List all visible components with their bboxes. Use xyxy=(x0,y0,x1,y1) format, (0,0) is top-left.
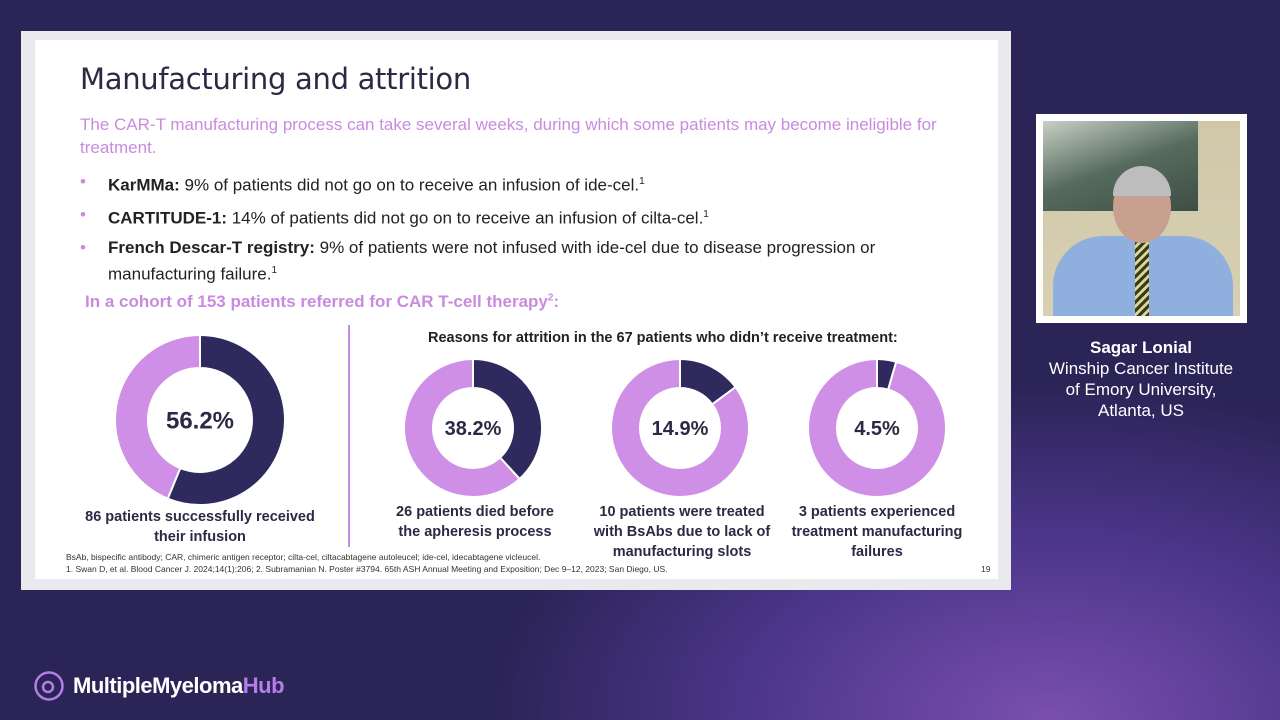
bullet-text: 9% of patients did not go on to receive … xyxy=(179,175,640,195)
donut-center-label: 14.9% xyxy=(652,418,709,440)
bullet-sup: 1 xyxy=(271,265,278,276)
brand-logo: MultipleMyelomaHub xyxy=(33,670,285,702)
logo-circle-icon xyxy=(34,671,64,701)
bullet-item: • CARTITUDE-1: 14% of patients did not go… xyxy=(80,205,709,228)
bullet-bold: CARTITUDE-1: xyxy=(108,208,227,228)
donut-center-label: 56.2% xyxy=(166,408,234,435)
donut-center-label: 4.5% xyxy=(854,418,900,440)
footnote-abbreviations: BsAb, bispecific antibody; CAR, chimeric… xyxy=(66,552,541,562)
donut-center-label: 38.2% xyxy=(445,418,502,440)
donut-caption: 26 patients died before the apheresis pr… xyxy=(396,504,554,540)
donut-segment-highlight xyxy=(472,357,543,481)
slide: Manufacturing and attrition The CAR-T ma… xyxy=(21,31,1011,590)
bullet-sup: 1 xyxy=(703,209,709,220)
page-number: 19 xyxy=(981,564,991,574)
cohort-heading: In a cohort of 153 patients referred for… xyxy=(85,292,560,311)
bullet-text: 9% of patients were not infused with ide… xyxy=(108,238,876,284)
speaker-affiliation: Winship Cancer Institute xyxy=(1048,359,1234,378)
donut-segment-highlight xyxy=(166,333,286,506)
slide-title: Manufacturing and attrition xyxy=(80,62,471,96)
reasons-heading: Reasons for attrition in the 67 patients… xyxy=(428,330,898,346)
divider xyxy=(348,325,350,547)
speaker-video xyxy=(1036,114,1247,323)
speaker-name: Sagar Lonial xyxy=(1089,338,1193,357)
speaker-affiliation: of Emory University, xyxy=(1065,380,1217,399)
slide-subtitle: The CAR-T manufacturing process can take… xyxy=(80,115,937,157)
bullet-text: 14% of patients did not go on to receive… xyxy=(227,208,704,228)
donut-segment-remainder xyxy=(403,357,522,498)
speaker-location: Atlanta, US xyxy=(1098,401,1184,420)
donut-charts: 56.2% 38.2% 14.9% 4.5% xyxy=(114,333,947,506)
bullet-bold: French Descar-T registry: xyxy=(108,238,315,257)
donut-segment-remainder xyxy=(807,357,947,498)
donut-segment-remainder xyxy=(610,357,750,498)
donut-caption: 10 patients were treated with BsAbs due … xyxy=(593,504,771,560)
donut-caption: 3 patients experienced treatment manufac… xyxy=(791,504,963,560)
brand-name: MultipleMyelomaHub xyxy=(73,673,285,698)
bullet-bold: KarMMa: xyxy=(108,175,180,195)
donut-segment-remainder xyxy=(114,333,201,500)
bullet-item: • French Descar-T registry: 9% of patient… xyxy=(80,238,876,284)
bullet-sup: 1 xyxy=(639,176,645,187)
slide-content: Manufacturing and attrition The CAR-T ma… xyxy=(35,40,998,579)
donut-caption: 86 patients successfully received their … xyxy=(85,509,315,545)
footnote-references: 1. Swan D, et al. Blood Cancer J. 2024;1… xyxy=(66,564,668,574)
bullet-item: • KarMMa: 9% of patients did not go on to… xyxy=(80,172,645,195)
